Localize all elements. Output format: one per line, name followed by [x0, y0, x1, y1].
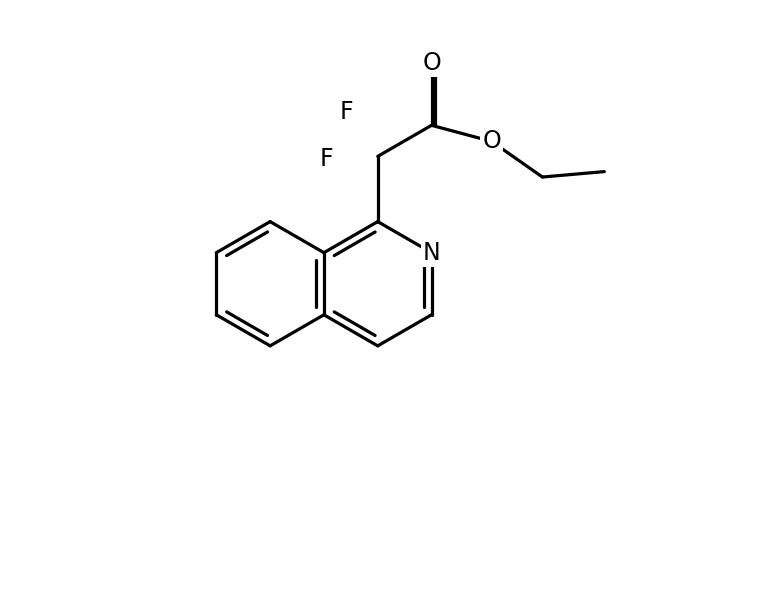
- Text: F: F: [320, 148, 334, 172]
- Text: N: N: [422, 241, 440, 265]
- Text: F: F: [340, 100, 353, 124]
- Text: O: O: [422, 51, 441, 75]
- Text: O: O: [482, 130, 501, 154]
